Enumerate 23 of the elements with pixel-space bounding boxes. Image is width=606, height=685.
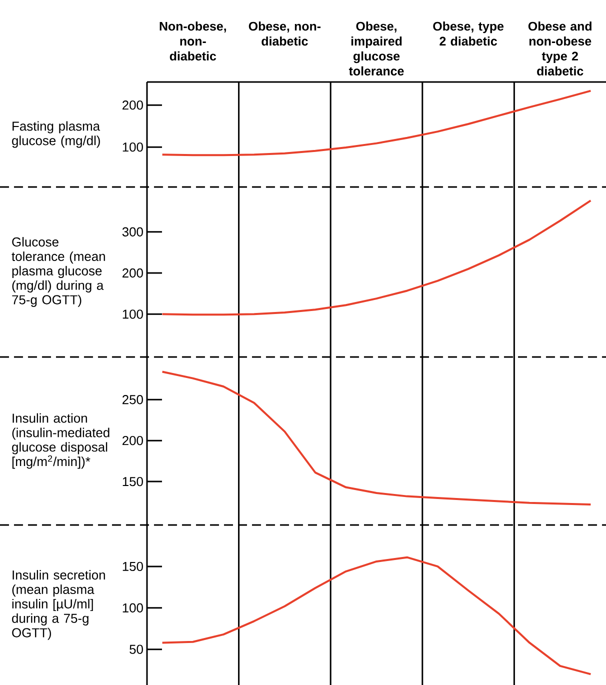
y-tick-label: 300: [122, 227, 143, 236]
y-tick-label: 100: [122, 310, 143, 319]
line-series: [161, 556, 592, 676]
x-tick-label: Obese and non-obese type 2 diabetic: [528, 22, 592, 76]
y-tick-label: 250: [122, 395, 143, 404]
line-series: [161, 200, 592, 316]
line-series: [161, 90, 592, 156]
y-axis-title: Insulin action (insulin-mediated glucose disposal [mg/m$^{2}$/min])*: [12, 413, 110, 469]
y-tick-label: 100: [122, 142, 143, 152]
y-tick-label: 200: [122, 436, 143, 446]
y-axis-title: Insulin secretion (mean plasma insulin [µU/ml] during a 75-g OGTT): [12, 570, 105, 640]
y-tick-label: 100: [122, 603, 143, 612]
y-tick-label: 50: [130, 644, 143, 654]
y-tick-label: 150: [122, 562, 143, 572]
y-axis-title: Fasting plasma glucose (mg/dl): [12, 121, 100, 148]
y-axis-title: Glucose tolerance (mean plasma glucose (mg/dl) during a 75-g OGTT): [12, 237, 105, 307]
x-tick-label: Obese, impaired glucose tolerance: [348, 22, 404, 76]
y-tick-label: 200: [122, 100, 143, 110]
y-tick-label: 150: [122, 476, 143, 486]
x-tick-label: Obese, type 2 diabetic: [433, 22, 504, 46]
x-tick-label: Obese, non-diabetic: [248, 22, 321, 46]
x-tick-label: Non-obese, non-diabetic: [160, 22, 226, 61]
y-tick-label: 200: [122, 268, 143, 278]
